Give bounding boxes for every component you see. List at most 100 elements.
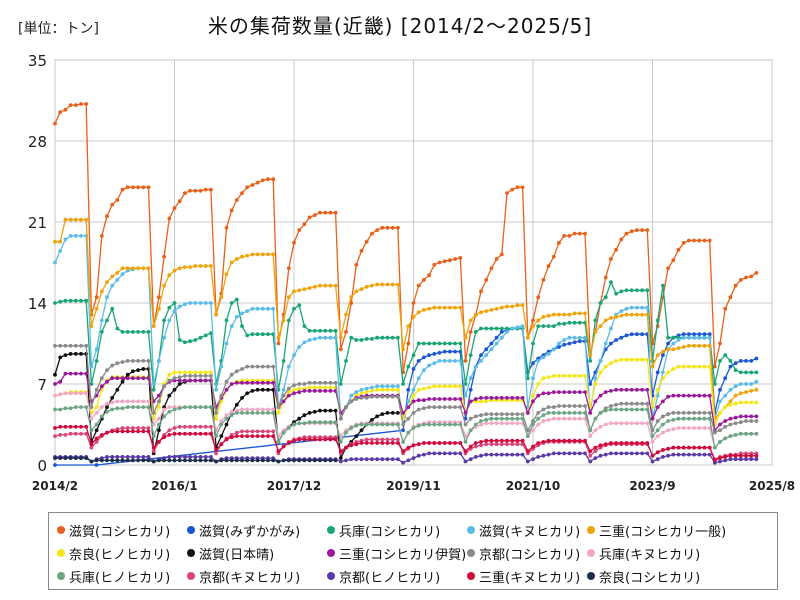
data-point — [328, 210, 333, 215]
data-point — [131, 455, 135, 459]
data-point — [635, 305, 639, 310]
data-point — [416, 341, 421, 346]
data-point — [193, 188, 198, 193]
data-point — [318, 283, 322, 288]
data-point — [58, 456, 63, 460]
data-point — [427, 353, 431, 357]
data-point — [125, 372, 130, 377]
data-point — [416, 398, 421, 403]
data-point — [723, 424, 728, 429]
data-point — [380, 457, 385, 462]
data-point — [234, 315, 239, 319]
data-point — [707, 238, 712, 243]
legend-label: 三重(コシヒカリ伊賀) — [339, 548, 467, 563]
data-point — [53, 426, 57, 430]
data-point — [473, 397, 478, 401]
data-point — [84, 405, 89, 409]
data-point — [531, 457, 535, 462]
data-point — [723, 393, 728, 398]
data-point — [136, 185, 141, 190]
data-point — [567, 234, 572, 238]
data-point — [458, 422, 463, 427]
data-point — [136, 266, 141, 271]
data-point — [209, 370, 213, 375]
data-point — [58, 249, 63, 253]
data-point — [151, 434, 156, 438]
data-point — [396, 384, 400, 389]
data-point — [209, 424, 213, 429]
data-point — [738, 457, 743, 462]
series-14 — [53, 456, 338, 464]
data-point — [250, 458, 255, 463]
data-point — [458, 405, 463, 409]
data-point — [131, 369, 135, 374]
data-point — [557, 411, 561, 415]
data-point — [411, 353, 416, 357]
data-point — [536, 455, 541, 459]
data-point — [89, 442, 94, 447]
data-point — [224, 225, 229, 230]
data-point — [744, 431, 748, 436]
data-point — [260, 407, 265, 412]
data-point — [162, 254, 167, 259]
data-point — [505, 191, 509, 196]
data-point — [645, 288, 650, 293]
data-point — [562, 374, 567, 378]
data-point — [432, 352, 437, 356]
data-point — [364, 441, 369, 445]
data-point — [115, 387, 120, 392]
data-point — [473, 455, 478, 459]
data-point — [390, 411, 395, 415]
data-point — [120, 429, 125, 434]
data-point — [151, 382, 156, 386]
data-point — [203, 378, 208, 383]
data-point — [661, 353, 665, 357]
data-point — [640, 312, 644, 317]
data-point — [406, 324, 411, 328]
data-point — [183, 370, 187, 375]
data-point — [94, 411, 99, 415]
data-point — [229, 208, 234, 213]
data-point — [437, 441, 442, 445]
data-point — [157, 458, 161, 463]
data-point — [609, 441, 613, 445]
data-point — [718, 456, 722, 460]
data-point — [385, 441, 390, 445]
data-point — [551, 451, 556, 456]
data-point — [401, 422, 405, 427]
data-point — [468, 416, 473, 421]
data-point — [427, 451, 431, 456]
data-point — [318, 335, 322, 340]
data-point — [120, 458, 125, 463]
data-point — [266, 380, 270, 385]
data-point — [198, 188, 203, 193]
data-point — [432, 405, 437, 409]
data-point — [198, 264, 203, 268]
data-point — [603, 442, 608, 447]
data-point — [349, 443, 354, 448]
data-point — [557, 438, 561, 443]
data-point — [193, 301, 198, 305]
data-point — [661, 376, 665, 381]
data-point — [650, 416, 655, 421]
data-point — [572, 231, 577, 236]
data-point — [598, 393, 603, 398]
data-point — [120, 266, 125, 271]
data-point — [422, 368, 426, 372]
data-point — [245, 411, 250, 415]
data-point — [515, 325, 520, 330]
data-point — [344, 445, 348, 450]
data-point — [58, 424, 63, 429]
data-point — [370, 231, 374, 236]
data-point — [271, 364, 276, 369]
data-point — [260, 364, 265, 369]
data-point — [73, 371, 78, 376]
data-point — [84, 371, 89, 376]
data-point — [619, 441, 624, 445]
data-point — [286, 318, 291, 323]
data-point — [58, 379, 63, 384]
data-point — [671, 427, 676, 431]
series-8 — [53, 343, 759, 435]
series-line — [55, 345, 757, 434]
data-point — [146, 266, 151, 271]
